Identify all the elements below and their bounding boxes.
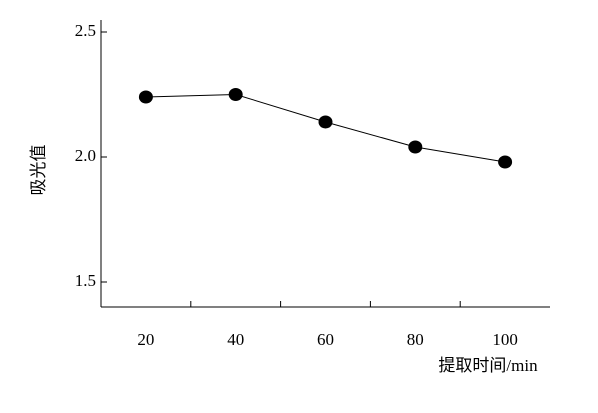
y-tick-label: 2.0 bbox=[75, 146, 96, 165]
x-axis-label: 提取时间/min bbox=[438, 356, 538, 375]
y-tick-label: 1.5 bbox=[75, 271, 96, 290]
x-tick-label: 60 bbox=[317, 330, 334, 349]
marker bbox=[318, 115, 333, 129]
x-tick-label: 100 bbox=[492, 330, 518, 349]
x-tick-label: 20 bbox=[137, 330, 154, 349]
marker bbox=[228, 88, 243, 101]
marker bbox=[498, 155, 513, 169]
marker bbox=[138, 90, 153, 104]
y-axis-label: 吸光值 bbox=[29, 145, 48, 196]
x-tick-label: 80 bbox=[407, 330, 424, 349]
x-tick-label: 40 bbox=[227, 330, 244, 349]
marker bbox=[408, 140, 423, 154]
y-tick-label: 2.5 bbox=[75, 21, 96, 40]
